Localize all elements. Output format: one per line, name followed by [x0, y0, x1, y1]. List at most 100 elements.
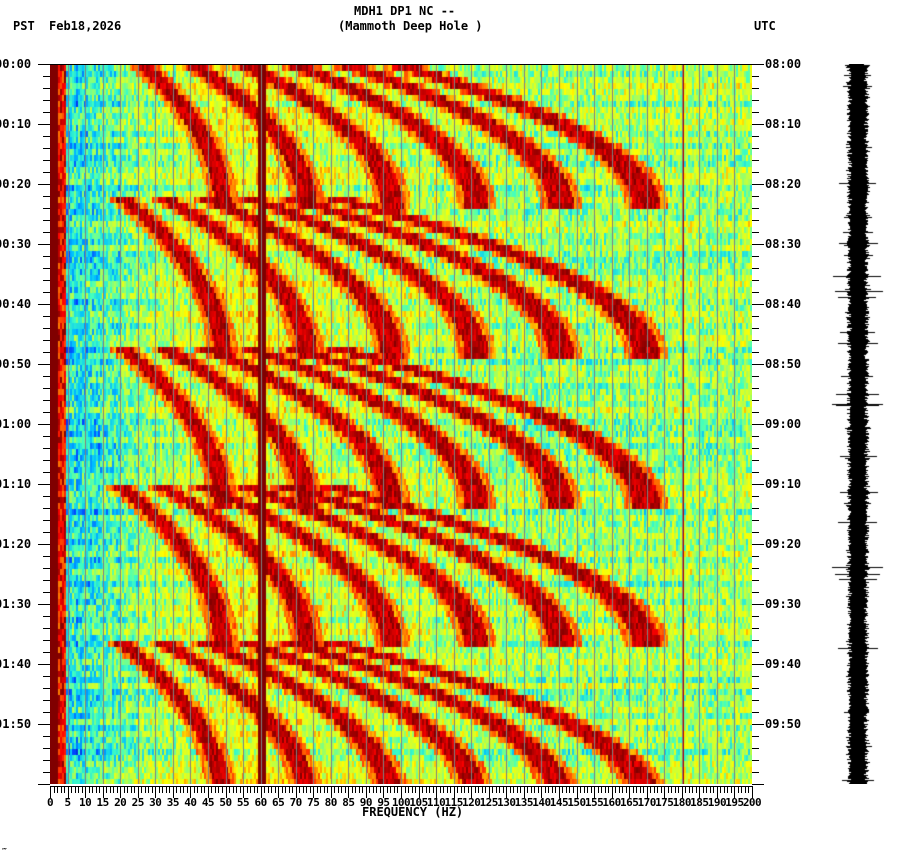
frequency-tick [292, 786, 293, 793]
frequency-tick [412, 786, 413, 793]
left-time-tick [38, 124, 50, 125]
frequency-label: 40 [184, 796, 197, 809]
frequency-tick [78, 786, 79, 793]
frequency-tick [176, 786, 177, 793]
right-time-tick [752, 784, 764, 785]
frequency-tick [429, 786, 430, 793]
frequency-label: 120 [462, 796, 481, 809]
right-time-tick [752, 220, 759, 221]
frequency-tick [619, 786, 620, 793]
left-time-tick [43, 316, 50, 317]
left-time-tick [43, 160, 50, 161]
frequency-tick [50, 786, 51, 798]
left-time-tick [43, 628, 50, 629]
frequency-tick [155, 786, 156, 798]
left-time-label: 00:10 [0, 117, 32, 131]
frequency-tick [145, 786, 146, 793]
frequency-label: 145 [549, 796, 569, 809]
frequency-label: 200 [742, 796, 762, 809]
frequency-tick [538, 786, 539, 793]
frequency-label: 185 [690, 796, 709, 809]
left-time-tick [43, 580, 50, 581]
right-time-label: 08:20 [765, 177, 802, 191]
right-time-tick [752, 760, 759, 761]
frequency-tick [173, 786, 174, 798]
right-time-tick [752, 616, 759, 617]
left-time-tick [38, 604, 50, 605]
frequency-tick [710, 786, 711, 793]
left-time-tick [38, 364, 50, 365]
frequency-tick [689, 786, 690, 793]
left-time-tick [43, 460, 50, 461]
frequency-tick [587, 786, 588, 793]
right-time-tick [752, 532, 759, 533]
frequency-label: 25 [131, 796, 145, 809]
right-time-tick [752, 664, 764, 665]
frequency-tick [657, 786, 658, 793]
left-time-tick [43, 268, 50, 269]
right-time-tick [752, 256, 759, 257]
frequency-tick [741, 786, 742, 793]
right-time-label: 08:50 [765, 357, 802, 371]
frequency-tick [636, 786, 637, 793]
left-time-tick [43, 292, 50, 293]
frequency-tick [92, 786, 93, 793]
frequency-tick [745, 786, 746, 793]
left-time-tick [43, 592, 50, 593]
left-time-tick [43, 688, 50, 689]
frequency-tick [440, 786, 441, 793]
frequency-label: 75 [307, 796, 320, 809]
frequency-tick [366, 786, 367, 798]
frequency-axis-line [50, 786, 752, 787]
frequency-label: 150 [567, 796, 586, 809]
right-time-tick [752, 364, 764, 365]
frequency-label: 15 [96, 796, 110, 809]
frequency-label: 110 [426, 796, 446, 809]
frequency-tick [278, 786, 279, 798]
frequency-tick [520, 786, 521, 793]
frequency-tick [152, 786, 153, 793]
frequency-label: 100 [391, 796, 411, 809]
frequency-label: 85 [342, 796, 355, 809]
right-time-tick [752, 772, 759, 773]
left-time-tick [38, 244, 50, 245]
left-time-tick [43, 616, 50, 617]
right-time-tick [752, 100, 759, 101]
left-time-tick [43, 496, 50, 497]
frequency-tick [271, 786, 272, 793]
left-time-tick [43, 76, 50, 77]
frequency-tick [169, 786, 170, 793]
frequency-tick [457, 786, 458, 793]
frequency-tick [415, 786, 416, 793]
frequency-tick [629, 786, 630, 798]
right-time-tick [752, 736, 759, 737]
left-time-tick [38, 184, 50, 185]
frequency-tick [506, 786, 507, 798]
frequency-tick [187, 786, 188, 793]
left-time-label: 01:20 [0, 537, 32, 551]
frequency-tick [647, 786, 648, 798]
right-time-tick [752, 76, 759, 77]
frequency-tick [510, 786, 511, 793]
frequency-tick [471, 786, 472, 798]
frequency-tick [401, 786, 402, 798]
frequency-tick [594, 786, 595, 798]
left-time-tick [38, 724, 50, 725]
right-time-label: 08:00 [765, 57, 802, 71]
frequency-tick [204, 786, 205, 793]
left-time-label: 01:10 [0, 477, 32, 491]
frequency-tick [541, 786, 542, 798]
left-time-tick [43, 676, 50, 677]
frequency-tick [468, 786, 469, 793]
frequency-tick [612, 786, 613, 798]
frequency-tick [426, 786, 427, 793]
frequency-label: 105 [409, 796, 428, 809]
right-time-tick [752, 496, 759, 497]
frequency-tick [289, 786, 290, 793]
frequency-tick [306, 786, 307, 793]
frequency-tick [685, 786, 686, 793]
frequency-tick [643, 786, 644, 793]
right-time-tick [752, 388, 759, 389]
frequency-tick [127, 786, 128, 793]
right-time-tick [752, 484, 764, 485]
